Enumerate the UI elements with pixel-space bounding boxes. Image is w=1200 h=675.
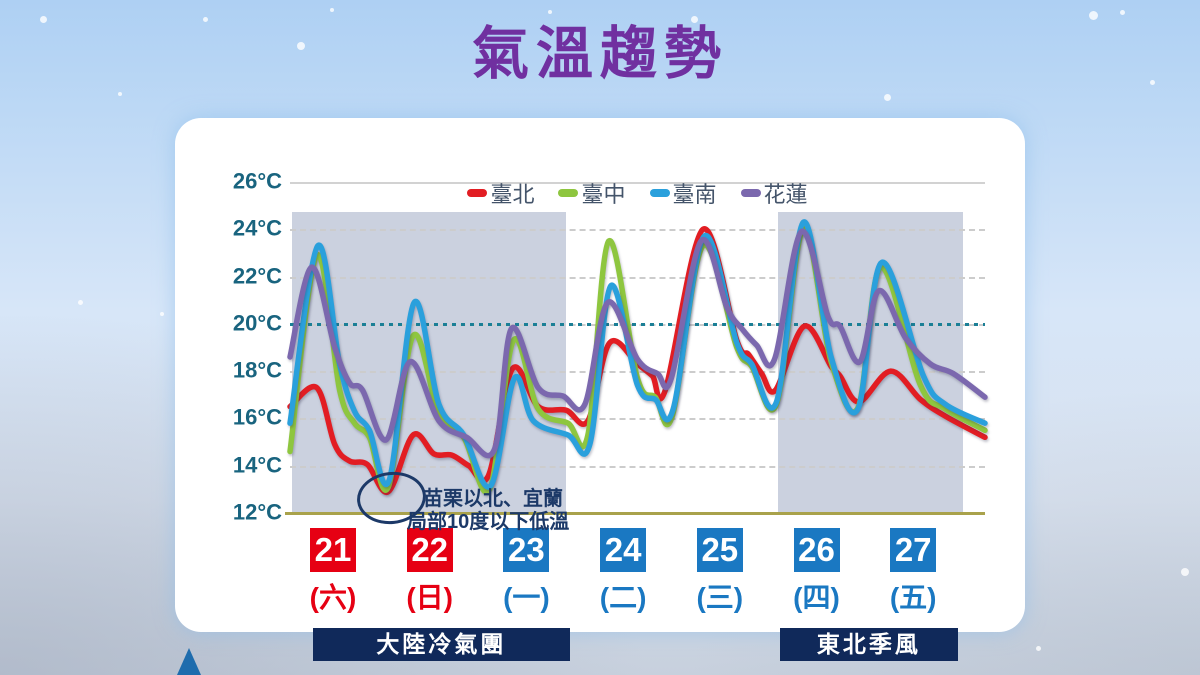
- snow-dot: [1150, 80, 1155, 85]
- snow-dot: [297, 42, 305, 50]
- legend-swatch: [740, 189, 761, 197]
- legend-swatch: [649, 189, 670, 197]
- series-line-臺南: [287, 219, 988, 490]
- snow-dot: [1120, 10, 1125, 15]
- y-axis-label: 26°C: [232, 168, 282, 194]
- snow-dot: [118, 92, 122, 96]
- y-axis-label: 20°C: [232, 310, 282, 336]
- legend-item-臺北: 臺北: [467, 177, 534, 209]
- date-box-27: 27: [890, 528, 937, 572]
- snow-dot: [691, 16, 698, 23]
- weekday-label-26: (四): [793, 582, 840, 613]
- snow-dot: [548, 10, 552, 14]
- date-box-25: 25: [696, 528, 743, 572]
- series-line-花蓮: [287, 228, 988, 459]
- legend-label: 臺中: [581, 182, 626, 207]
- date-box-24: 24: [600, 528, 647, 572]
- weekday-label-24: (二): [599, 582, 647, 613]
- snow-dot: [1089, 11, 1098, 20]
- y-axis-label: 22°C: [232, 263, 282, 289]
- snow-dot: [203, 17, 208, 22]
- y-axis-label: 12°C: [232, 499, 282, 525]
- gridline: [290, 465, 985, 468]
- weekday-label-25: (三): [696, 582, 744, 613]
- y-axis-label: 24°C: [232, 215, 282, 241]
- legend-item-臺中: 臺中: [558, 177, 626, 209]
- gridline: [290, 418, 985, 421]
- gridline: [290, 276, 985, 279]
- weekday-label-21: (六): [309, 582, 357, 613]
- cold-period-label-bar: 大陸冷氣團: [312, 628, 570, 661]
- snow-dot: [160, 312, 164, 316]
- date-box-21: 21: [310, 528, 356, 572]
- snow-dot: [40, 16, 47, 23]
- annotation-line1: 苗栗以北、宜蘭: [423, 488, 563, 510]
- date-box-22: 22: [406, 528, 453, 572]
- y-axis-label: 16°C: [232, 404, 282, 430]
- temperature-lines-svg: [287, 219, 988, 495]
- snow-dot: [78, 300, 83, 305]
- page-title: 氣溫趨勢: [472, 22, 728, 86]
- snow-dot: [1036, 646, 1041, 651]
- y-axis-label: 14°C: [232, 452, 282, 478]
- legend-label: 花蓮: [763, 182, 808, 207]
- weekday-label-23: (一): [503, 582, 550, 613]
- weekday-label-27: (五): [889, 582, 937, 613]
- legend-item-花蓮: 花蓮: [740, 177, 808, 209]
- legend-swatch: [467, 189, 488, 197]
- legend-swatch: [558, 189, 579, 197]
- annotation-line2: 局部10度以下低溫: [407, 511, 570, 533]
- legend-label: 臺北: [490, 182, 535, 207]
- x-axis-line: [285, 512, 985, 515]
- snow-dot: [963, 121, 967, 125]
- weekday-label-22: (日): [406, 582, 454, 613]
- reference-line-20c: [290, 322, 985, 326]
- cold-period-label-bar: 東北季風: [779, 628, 959, 661]
- gridline: [290, 182, 985, 184]
- date-box-26: 26: [793, 528, 840, 572]
- date-box-23: 23: [503, 528, 550, 572]
- legend-label: 臺南: [672, 182, 717, 207]
- legend-item-臺南: 臺南: [649, 177, 717, 209]
- snow-dot: [330, 8, 334, 12]
- chart-legend: 臺北 臺中 臺南 花蓮: [290, 179, 985, 207]
- snow-dot: [1181, 568, 1189, 576]
- decorative-triangle: [177, 648, 201, 675]
- gridline: [290, 229, 985, 232]
- snow-dot: [884, 94, 891, 101]
- y-axis-label: 18°C: [232, 357, 282, 383]
